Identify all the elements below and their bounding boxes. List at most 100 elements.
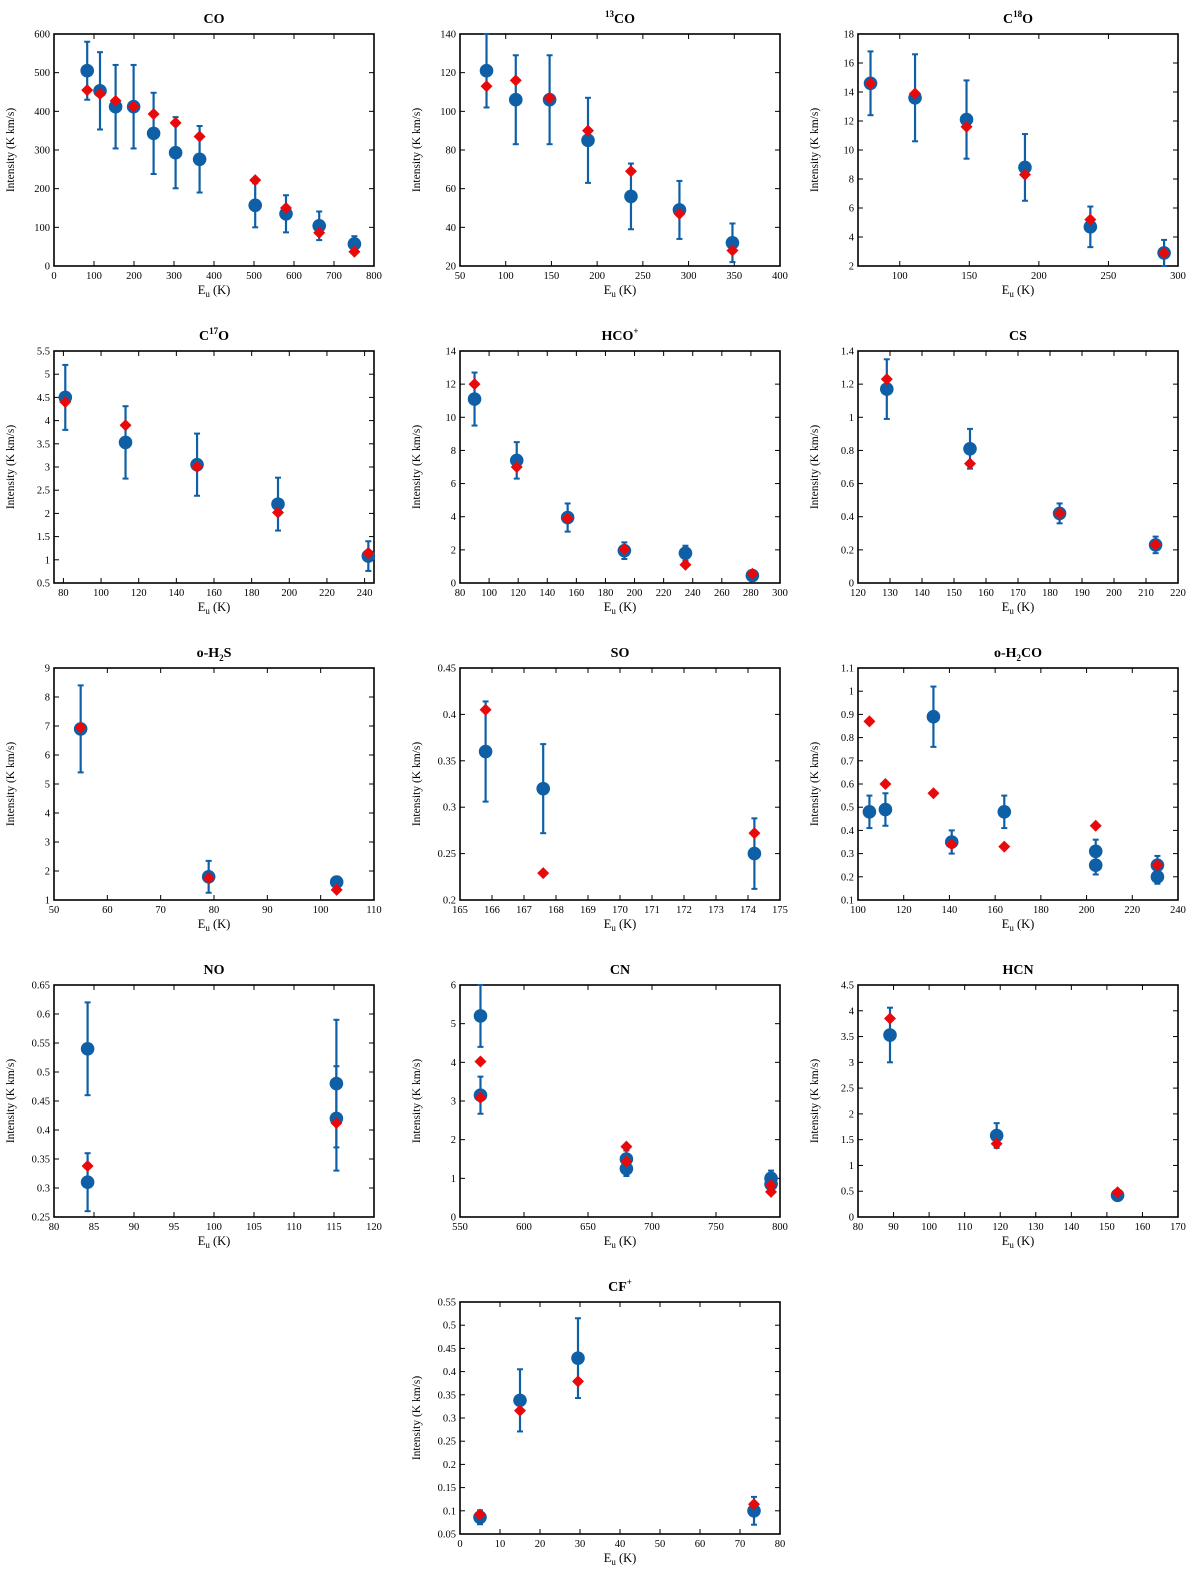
x-label-unit: (K) bbox=[210, 283, 230, 297]
observed-point bbox=[347, 237, 362, 251]
x-tick-label: 165 bbox=[452, 905, 468, 916]
title-part: C bbox=[199, 329, 209, 344]
x-label-main: E bbox=[198, 600, 206, 614]
x-axis-label: Eu (K) bbox=[1002, 283, 1035, 299]
observed-point bbox=[926, 709, 941, 724]
x-tick-label: 220 bbox=[656, 588, 672, 599]
x-axis-label: Eu (K) bbox=[1002, 1234, 1035, 1250]
x-label-sub: u bbox=[611, 289, 616, 299]
title-part: o-H bbox=[197, 646, 220, 661]
x-tick-label: 250 bbox=[635, 271, 651, 282]
observed-point bbox=[862, 805, 877, 819]
x-tick-label: 90 bbox=[888, 1222, 899, 1233]
chart-title: CF+ bbox=[608, 1277, 632, 1295]
x-tick-label: 175 bbox=[772, 905, 788, 916]
y-tick-label: 3 bbox=[451, 1097, 456, 1108]
x-tick-label: 260 bbox=[714, 588, 730, 599]
x-tick-label: 650 bbox=[580, 1222, 596, 1233]
x-tick-label: 150 bbox=[1099, 1222, 1115, 1233]
model-point bbox=[514, 1404, 526, 1417]
model-point bbox=[765, 1185, 778, 1198]
y-tick-label: 0.25 bbox=[32, 1213, 50, 1224]
y-tick-label: 0.45 bbox=[438, 664, 456, 675]
x-tick-label: 70 bbox=[735, 1539, 746, 1550]
x-tick-label: 300 bbox=[681, 271, 697, 282]
marks-group bbox=[80, 40, 362, 258]
model-point bbox=[362, 546, 375, 559]
subplot-5: 120 130 140 150 160 170 180 190 200 210 220 0 0.2 0.4… bbox=[809, 329, 1186, 616]
plot-frame bbox=[53, 667, 375, 901]
title-part: 18 bbox=[1013, 9, 1023, 19]
y-tick-label: 0.55 bbox=[438, 1298, 456, 1309]
x-tick-label: 300 bbox=[166, 271, 182, 282]
x-tick-label: 100 bbox=[206, 1222, 222, 1233]
y-axis-label: Intensity (K km/s) bbox=[5, 742, 17, 826]
model-point bbox=[945, 838, 958, 851]
chart-title: 13CO bbox=[605, 9, 635, 27]
x-tick-label: 140 bbox=[942, 905, 958, 916]
observed-point bbox=[508, 92, 523, 107]
x-tick-label: 120 bbox=[850, 588, 866, 599]
y-tick-label: 2 bbox=[849, 1109, 854, 1120]
y-tick-label: 0.5 bbox=[37, 1068, 50, 1079]
y-tick-label: 500 bbox=[34, 68, 50, 79]
x-tick-label: 167 bbox=[516, 905, 532, 916]
y-tick-label: 0.3 bbox=[443, 1414, 456, 1425]
observed-point bbox=[248, 198, 262, 213]
x-tick-label: 150 bbox=[946, 588, 962, 599]
x-tick-label: 172 bbox=[676, 905, 692, 916]
x-label-sub: u bbox=[611, 1557, 616, 1567]
x-tick-label: 174 bbox=[740, 905, 757, 916]
title-part: 17 bbox=[209, 326, 219, 336]
marks-group bbox=[863, 50, 1171, 267]
x-label-unit: (K) bbox=[616, 283, 636, 297]
x-axis-label: Eu (K) bbox=[1002, 600, 1035, 616]
x-tick-label: 400 bbox=[772, 271, 788, 282]
model-point bbox=[990, 1137, 1003, 1150]
x-tick-label: 400 bbox=[206, 271, 222, 282]
model-point bbox=[1053, 507, 1066, 520]
y-tick-label: 8 bbox=[849, 175, 854, 186]
y-tick-label: 6 bbox=[849, 204, 854, 215]
model-point bbox=[673, 207, 686, 220]
x-tick-label: 160 bbox=[987, 905, 1003, 916]
model-point bbox=[748, 1498, 760, 1511]
x-tick-label: 600 bbox=[516, 1222, 532, 1233]
y-tick-label: 3 bbox=[45, 838, 50, 849]
y-tick-label: 1.4 bbox=[841, 347, 855, 358]
y-tick-label: 4.5 bbox=[841, 981, 854, 992]
y-tick-label: 12 bbox=[844, 117, 855, 128]
x-label-main: E bbox=[198, 917, 206, 931]
x-axis-label: Eu (K) bbox=[198, 917, 231, 933]
y-tick-label: 4 bbox=[45, 809, 51, 820]
y-tick-label: 140 bbox=[440, 30, 456, 41]
model-point bbox=[998, 840, 1011, 853]
y-tick-label: 0.35 bbox=[438, 756, 456, 767]
y-tick-label: 0.9 bbox=[841, 710, 854, 721]
observed-point bbox=[509, 453, 524, 468]
y-tick-label: 4 bbox=[45, 416, 51, 427]
y-axis-label: Intensity (K km/s) bbox=[809, 1059, 821, 1143]
y-tick-label: 0.2 bbox=[841, 545, 854, 556]
x-tick-label: 550 bbox=[452, 1222, 468, 1233]
chart-title: C17O bbox=[199, 326, 229, 344]
y-tick-label: 600 bbox=[34, 30, 50, 41]
y-tick-label: 2 bbox=[451, 1135, 456, 1146]
x-tick-label: 95 bbox=[169, 1222, 180, 1233]
y-tick-label: 100 bbox=[34, 223, 50, 234]
title-part: HCO bbox=[601, 329, 633, 344]
y-axis-label: Intensity (K km/s) bbox=[411, 1376, 423, 1460]
model-point bbox=[191, 461, 204, 473]
x-tick-label: 200 bbox=[1106, 588, 1122, 599]
model-point bbox=[313, 226, 326, 239]
title-part: CN bbox=[610, 963, 630, 978]
y-tick-label: 0.5 bbox=[841, 1187, 854, 1198]
x-tick-label: 80 bbox=[49, 1222, 60, 1233]
model-point bbox=[330, 1117, 343, 1130]
y-tick-label: 4 bbox=[849, 1006, 855, 1017]
title-part: SO bbox=[611, 646, 630, 661]
x-tick-label: 120 bbox=[131, 588, 147, 599]
title-part: CO bbox=[1021, 646, 1042, 661]
y-tick-label: 5 bbox=[451, 1019, 456, 1030]
